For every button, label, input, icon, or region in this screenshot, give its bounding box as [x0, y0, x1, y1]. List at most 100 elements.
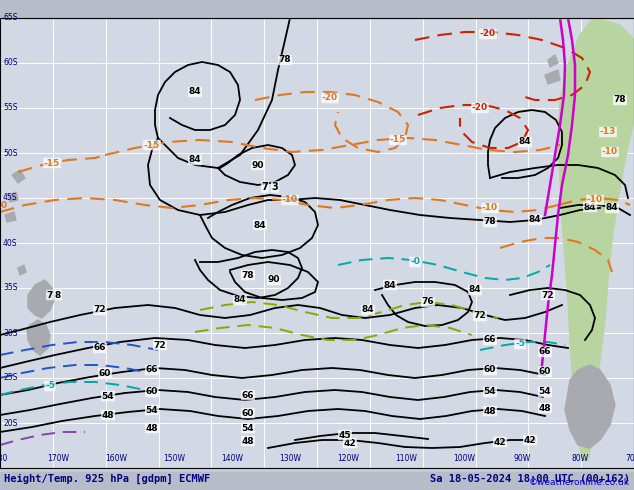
- Text: Sa 18-05-2024 18:00 UTC (00+162): Sa 18-05-2024 18:00 UTC (00+162): [430, 474, 630, 484]
- Text: -15: -15: [390, 136, 406, 145]
- Text: -5: -5: [515, 340, 525, 348]
- Text: 90: 90: [252, 161, 264, 170]
- Text: 78: 78: [614, 96, 626, 104]
- Text: 66: 66: [146, 366, 158, 374]
- Text: -15: -15: [144, 141, 160, 149]
- Polygon shape: [28, 280, 55, 318]
- Text: -20: -20: [480, 29, 496, 39]
- Text: 84: 84: [584, 202, 597, 212]
- Text: 66: 66: [242, 391, 254, 399]
- Text: 170W: 170W: [47, 454, 69, 463]
- Text: 150W: 150W: [163, 454, 185, 463]
- Text: 45: 45: [339, 431, 351, 440]
- Text: -10: -10: [602, 147, 618, 156]
- Text: 42: 42: [344, 439, 356, 447]
- Text: 48: 48: [242, 437, 254, 445]
- Text: 48: 48: [484, 407, 496, 416]
- Text: 35S: 35S: [3, 284, 18, 293]
- Polygon shape: [545, 70, 560, 84]
- Text: 90W: 90W: [514, 454, 531, 463]
- Text: 84: 84: [254, 220, 266, 229]
- Polygon shape: [12, 170, 25, 183]
- Text: -10: -10: [282, 196, 298, 204]
- Text: 66: 66: [94, 343, 107, 352]
- Text: 55S: 55S: [3, 103, 18, 113]
- Text: 84: 84: [361, 305, 374, 315]
- Text: 8: 8: [55, 291, 61, 299]
- Text: 84: 84: [519, 138, 531, 147]
- Text: 65S: 65S: [3, 14, 18, 23]
- Text: -10: -10: [587, 196, 603, 204]
- Bar: [0, 0, 634, 18]
- Text: 120W: 120W: [337, 454, 359, 463]
- Text: 60: 60: [146, 388, 158, 396]
- Text: 54: 54: [539, 388, 552, 396]
- Text: 84: 84: [384, 280, 396, 290]
- Text: -20: -20: [472, 103, 488, 113]
- Text: 7: 7: [262, 182, 268, 192]
- Text: 80W: 80W: [571, 454, 588, 463]
- Polygon shape: [18, 265, 26, 275]
- Text: 42: 42: [524, 436, 536, 444]
- Text: 54: 54: [484, 388, 496, 396]
- Text: 78: 78: [484, 218, 496, 226]
- Text: 90: 90: [268, 275, 280, 285]
- Text: 160W: 160W: [105, 454, 127, 463]
- Bar: [0, 472, 634, 490]
- Text: -20: -20: [322, 94, 338, 102]
- Text: 50S: 50S: [3, 148, 18, 157]
- Text: 45S: 45S: [3, 194, 18, 202]
- Text: 60: 60: [539, 368, 551, 376]
- Text: 42: 42: [494, 438, 507, 446]
- Text: 3: 3: [271, 182, 278, 192]
- Text: 84: 84: [605, 203, 618, 213]
- Text: 78: 78: [279, 55, 291, 65]
- Text: 48: 48: [101, 411, 114, 419]
- Text: 54: 54: [242, 423, 254, 433]
- Text: 20S: 20S: [3, 418, 17, 427]
- Text: 54: 54: [101, 392, 114, 400]
- Text: -15: -15: [44, 158, 60, 168]
- Text: 72: 72: [541, 291, 554, 299]
- Text: 7: 7: [47, 291, 53, 299]
- Text: -13: -13: [600, 127, 616, 137]
- Text: -0: -0: [410, 258, 420, 267]
- Text: -10: -10: [482, 203, 498, 213]
- Text: 84: 84: [529, 216, 541, 224]
- Text: 84: 84: [189, 88, 202, 97]
- Text: 84: 84: [234, 295, 247, 304]
- Text: 72: 72: [474, 312, 486, 320]
- Text: 78: 78: [242, 270, 254, 279]
- Text: 48: 48: [539, 403, 552, 413]
- Text: 72: 72: [153, 341, 166, 349]
- Text: 110W: 110W: [395, 454, 417, 463]
- Text: 25S: 25S: [3, 373, 17, 383]
- Text: 84: 84: [189, 155, 202, 165]
- Text: 84: 84: [469, 286, 481, 294]
- Text: 140W: 140W: [221, 454, 243, 463]
- Text: 40S: 40S: [3, 239, 18, 247]
- Text: 66: 66: [484, 336, 496, 344]
- Text: 60: 60: [484, 366, 496, 374]
- Polygon shape: [558, 18, 634, 460]
- Text: -5: -5: [45, 382, 55, 391]
- Polygon shape: [8, 192, 18, 202]
- Text: -10: -10: [0, 200, 8, 210]
- Text: ©weatheronline.co.uk: ©weatheronline.co.uk: [529, 478, 630, 487]
- Text: 54: 54: [146, 406, 158, 415]
- Text: Height/Temp. 925 hPa [gdpm] ECMWF: Height/Temp. 925 hPa [gdpm] ECMWF: [4, 474, 210, 484]
- Polygon shape: [565, 365, 615, 448]
- Polygon shape: [548, 55, 558, 67]
- Text: 70W: 70W: [625, 454, 634, 463]
- Text: 100W: 100W: [453, 454, 475, 463]
- Text: 72: 72: [94, 305, 107, 315]
- Polygon shape: [5, 212, 16, 222]
- Text: 66: 66: [539, 347, 551, 357]
- Text: 76: 76: [422, 297, 434, 307]
- Text: 60: 60: [99, 368, 111, 377]
- Polygon shape: [27, 320, 50, 355]
- Text: 30S: 30S: [3, 328, 18, 338]
- Text: 48: 48: [146, 423, 158, 433]
- Text: 130W: 130W: [279, 454, 301, 463]
- Text: 60S: 60S: [3, 58, 18, 68]
